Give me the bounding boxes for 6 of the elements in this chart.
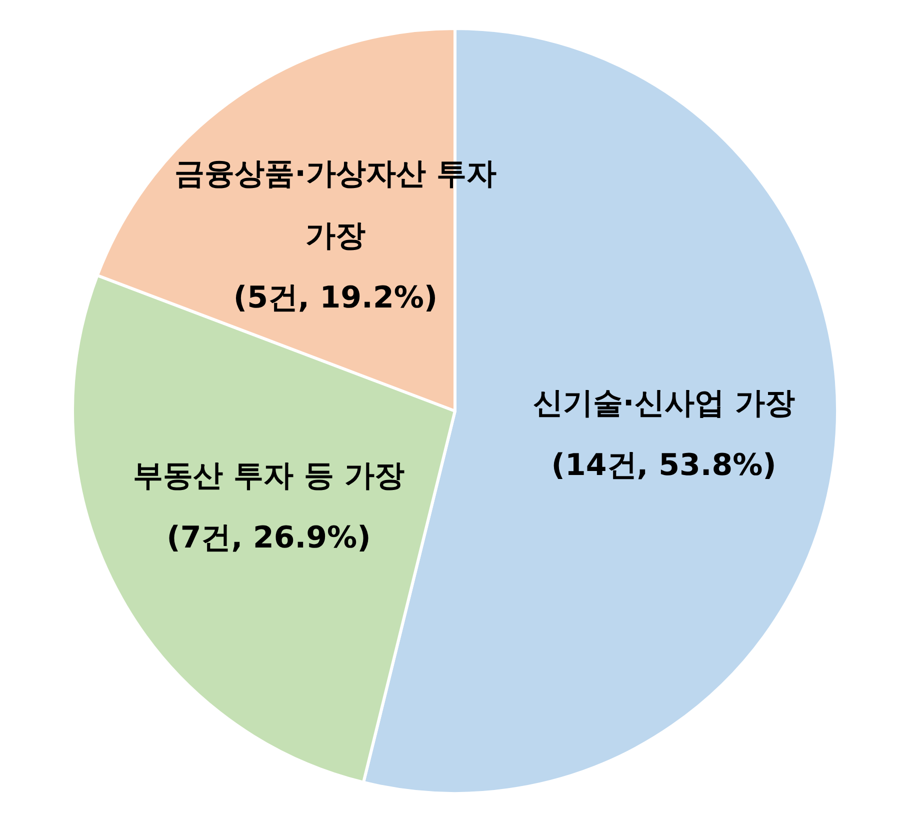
data-label: (7건, 26.9%): [166, 520, 371, 556]
data-label: (5건, 19.2%): [233, 280, 438, 316]
slice-label: 금융상품·가상자산 투자 가장: [174, 156, 496, 254]
slice-label: 부동산 투자 등 가장: [133, 458, 404, 494]
data-label: (14건, 53.8%): [551, 448, 776, 484]
slice-label: 신기술·신사업 가장: [532, 386, 795, 422]
